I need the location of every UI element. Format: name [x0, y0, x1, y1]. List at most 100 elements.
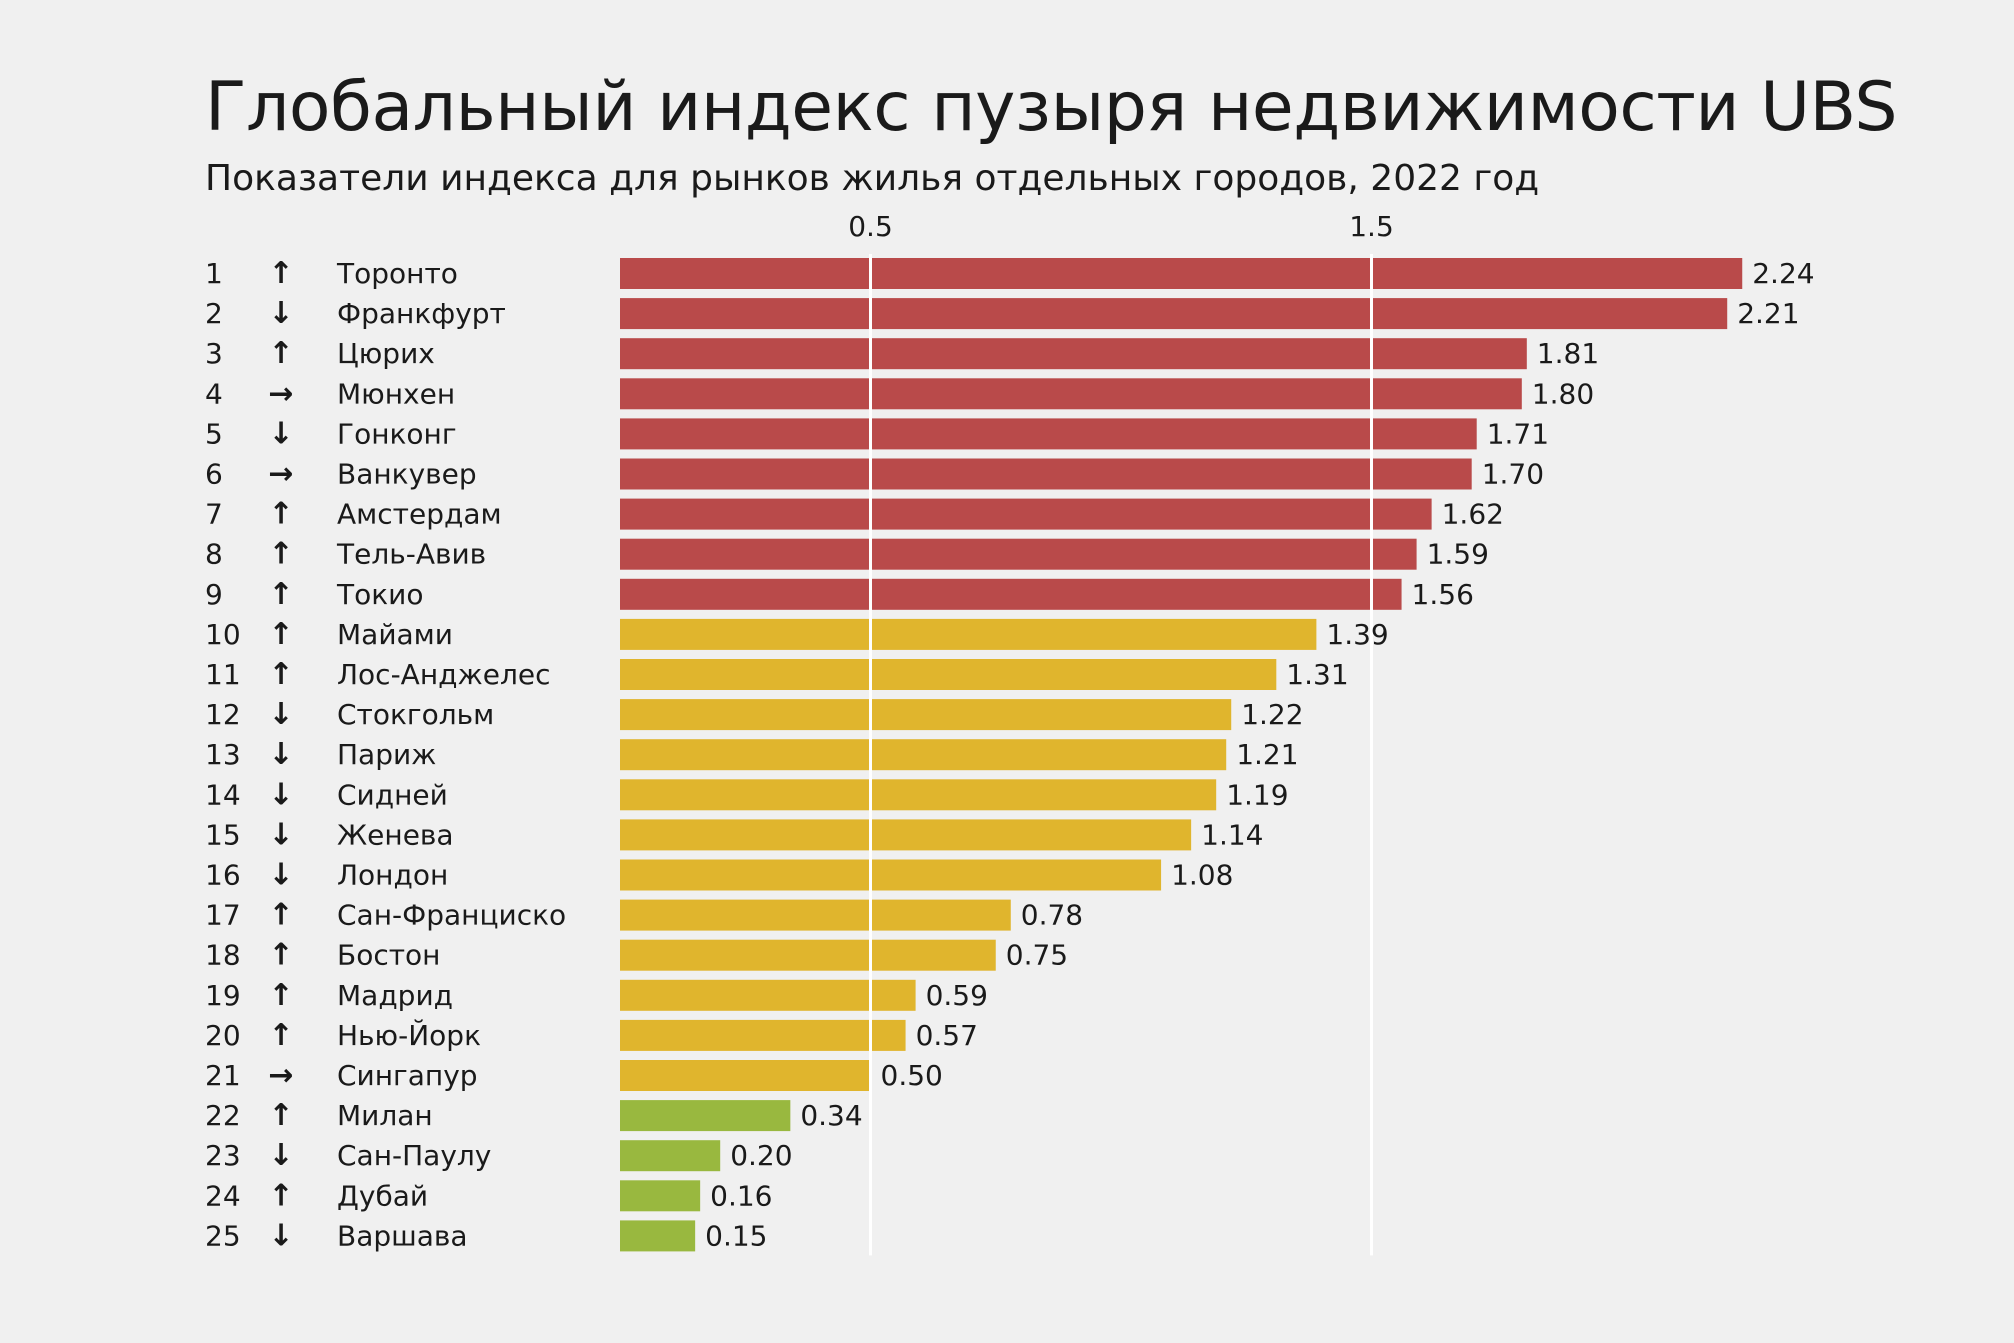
- trend-up-icon: ↑: [268, 577, 293, 612]
- bar-21: [620, 1060, 871, 1091]
- rank-label: 16: [205, 859, 241, 892]
- trend-up-icon: ↑: [268, 497, 293, 532]
- bar-4: [620, 378, 1522, 410]
- value-label: 0.20: [730, 1139, 792, 1172]
- trend-up-icon: ↑: [268, 336, 293, 371]
- city-label: Лос-Анджелес: [337, 658, 550, 691]
- bar-7: [620, 498, 1432, 530]
- trend-up-icon: ↑: [268, 1178, 293, 1213]
- bar-22: [620, 1100, 791, 1132]
- trend-up-icon: ↑: [268, 1098, 293, 1133]
- rank-label: 25: [205, 1219, 241, 1252]
- city-label: Ванкувер: [337, 458, 477, 491]
- gridlines-group: [869, 254, 1373, 1256]
- bar-6: [620, 458, 1472, 490]
- rank-label: 13: [205, 738, 241, 771]
- trend-same-icon: →: [268, 1058, 293, 1093]
- city-label: Нью-Йорк: [337, 1018, 481, 1052]
- value-label: 1.56: [1412, 578, 1474, 611]
- city-label: Гонконг: [337, 417, 457, 450]
- city-label: Стокгольм: [337, 698, 494, 731]
- value-label: 1.21: [1236, 738, 1298, 771]
- rank-label: 23: [205, 1139, 241, 1172]
- bar-13: [620, 739, 1227, 771]
- value-label: 1.71: [1487, 417, 1549, 450]
- rank-label: 7: [205, 498, 223, 531]
- value-label: 1.08: [1171, 859, 1233, 892]
- value-label: 2.24: [1752, 257, 1814, 290]
- rank-label: 12: [205, 698, 241, 731]
- value-label: 0.34: [800, 1099, 862, 1132]
- trend-down-icon: ↓: [268, 1138, 293, 1173]
- trend-same-icon: →: [268, 376, 293, 411]
- rank-label: 20: [205, 1019, 241, 1052]
- city-label: Цюрих: [337, 337, 435, 370]
- trend-up-icon: ↑: [268, 898, 293, 933]
- trend-up-icon: ↑: [268, 256, 293, 291]
- rank-label: 24: [205, 1179, 241, 1212]
- city-label: Тель-Авив: [336, 538, 486, 571]
- city-label: Бостон: [337, 939, 440, 972]
- rank-label: 22: [205, 1099, 241, 1132]
- rank-label: 6: [205, 458, 223, 491]
- rank-label: 3: [205, 337, 223, 370]
- city-label: Дубай: [337, 1179, 428, 1212]
- city-label: Сан-Паулу: [337, 1139, 491, 1172]
- trend-down-icon: ↓: [268, 858, 293, 893]
- trend-up-icon: ↑: [268, 537, 293, 572]
- bar-5: [620, 418, 1477, 450]
- chart-subtitle: Показатели индекса для рынков жилья отде…: [205, 158, 1540, 199]
- city-label: Сан-Франциско: [337, 899, 566, 932]
- value-label: 0.57: [916, 1019, 978, 1052]
- rank-label: 14: [205, 778, 241, 811]
- bar-12: [620, 699, 1232, 731]
- bar-11: [620, 659, 1277, 690]
- city-label: Мадрид: [337, 979, 453, 1012]
- value-label: 1.19: [1226, 778, 1288, 811]
- row-labels-group: 2.24 1 ↑ Торонто 2.21 2 ↓ Франкфурт 1.81 3 ↑ Цюрих 1…: [205, 256, 1815, 1253]
- value-label: 1.70: [1482, 458, 1544, 491]
- city-label: Лондон: [337, 859, 448, 892]
- rank-label: 8: [205, 538, 223, 571]
- trend-up-icon: ↑: [268, 978, 293, 1013]
- bar-14: [620, 779, 1217, 811]
- trend-same-icon: →: [268, 457, 293, 492]
- value-label: 0.15: [705, 1219, 767, 1252]
- trend-up-icon: ↑: [268, 657, 293, 692]
- bar-18: [620, 939, 996, 971]
- rank-label: 1: [205, 257, 223, 290]
- bar-23: [620, 1140, 721, 1172]
- x-tick-label: 0.5: [848, 210, 893, 243]
- rank-label: 19: [205, 979, 241, 1012]
- rank-label: 21: [205, 1059, 241, 1092]
- bar-24: [620, 1180, 701, 1212]
- value-label: 0.16: [710, 1179, 772, 1212]
- value-label: 1.39: [1326, 618, 1388, 651]
- x-ticks-group: 0.5 1.5: [848, 210, 1394, 243]
- city-label: Париж: [337, 738, 436, 771]
- value-label: 1.31: [1286, 658, 1348, 691]
- city-label: Торонто: [336, 257, 458, 290]
- chart-title: Глобальный индекс пузыря недвижимости UB…: [205, 68, 1898, 147]
- trend-down-icon: ↓: [268, 777, 293, 812]
- value-label: 1.80: [1532, 377, 1594, 410]
- city-label: Милан: [337, 1099, 433, 1132]
- city-label: Мюнхен: [337, 377, 455, 410]
- trend-down-icon: ↓: [268, 1218, 293, 1253]
- rank-label: 5: [205, 417, 223, 450]
- rank-label: 15: [205, 818, 241, 851]
- city-label: Франкфурт: [337, 297, 506, 330]
- rank-label: 18: [205, 939, 241, 972]
- bar-19: [620, 979, 916, 1011]
- x-tick-label: 1.5: [1349, 210, 1394, 243]
- value-label: 0.75: [1006, 939, 1068, 972]
- trend-up-icon: ↑: [268, 1018, 293, 1053]
- city-label: Токио: [336, 578, 423, 611]
- bar-16: [620, 859, 1162, 891]
- trend-down-icon: ↓: [268, 697, 293, 732]
- city-label: Амстердам: [337, 498, 502, 531]
- bar-10: [620, 618, 1317, 650]
- city-label: Сингапур: [337, 1059, 478, 1092]
- bar-8: [620, 538, 1417, 570]
